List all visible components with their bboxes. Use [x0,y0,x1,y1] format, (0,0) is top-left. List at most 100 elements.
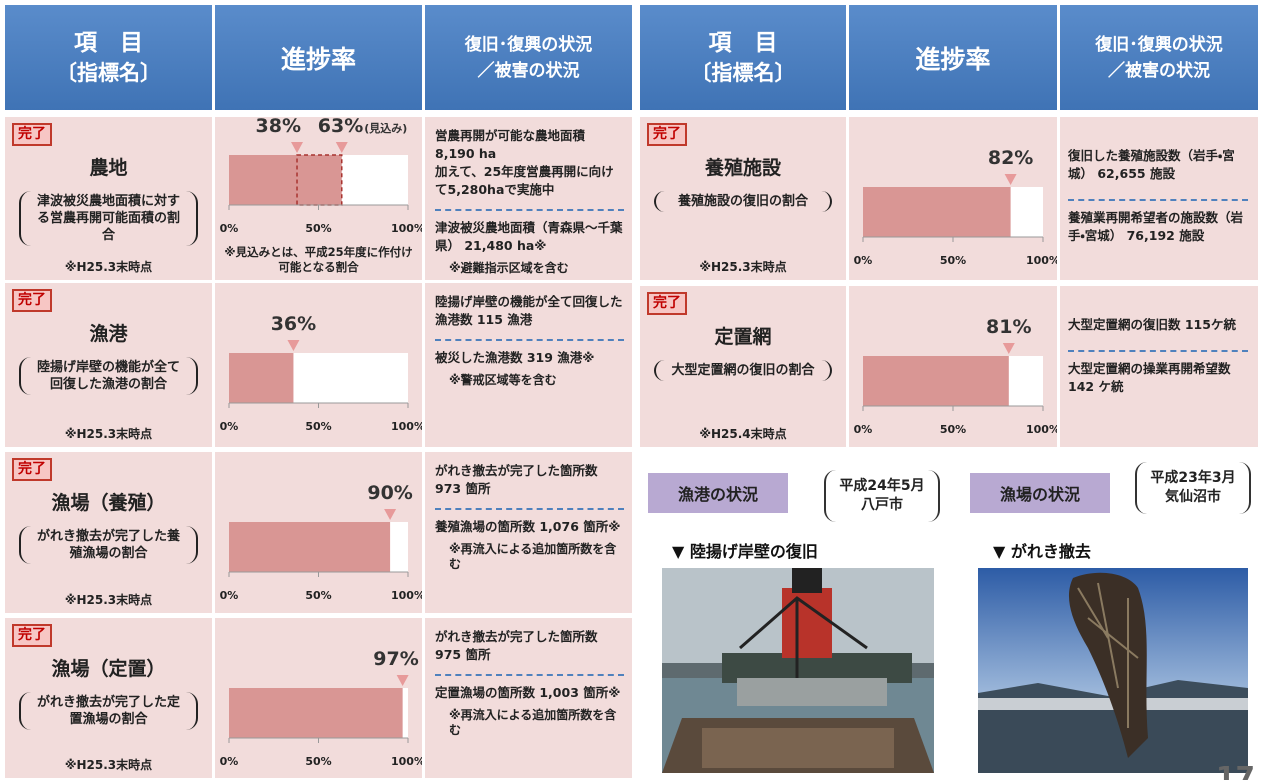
photo-platform-inner [702,728,894,768]
status-line: 営農再開が可能な農地面積 8,190 ha [435,128,586,161]
axis-tick-label: 50% [305,222,331,235]
status-badge: 完了 [12,289,52,312]
photo [662,568,934,773]
status-badge: 完了 [12,123,52,146]
header-cell: 進捗率 [849,5,1057,110]
header-cell: 進捗率 [215,5,422,110]
photo-crane-body [782,588,832,658]
axis-tick-label: 0% [854,254,873,267]
page-number: 17 [1216,760,1255,780]
header-status: 復旧･復興の状況 [464,34,593,55]
progress-chart: 82% 0% 50% 100% [854,147,1057,267]
item-description: 大型定置網の復旧の割合 [654,360,832,381]
progress-chart: 81% 0% 50% 100% [854,316,1057,436]
item-cell: 完了 定置網 大型定置網の復旧の割合 ※H25.4末時点 [640,286,846,447]
progress-bar [229,155,298,205]
axis-tick-label: 50% [940,423,966,436]
progress-marker [396,675,409,686]
photo-place: 八戸市 [861,497,903,513]
axis-tick-label: 0% [220,589,239,602]
progress-bar [863,187,1011,237]
status-cell: 営農再開が可能な農地面積 8,190 ha 加えて、25年度営農再開に向けて5,2… [425,117,632,280]
photo [978,568,1248,773]
progress-chart: 90% 0% 50% 100% [220,482,422,602]
status-divider [435,508,624,510]
status-cell: がれき撤去が完了した箇所数 973 箇所養殖漁場の箇所数 1,076 箇所※ ※再… [425,452,632,613]
axis-tick-label: 50% [305,420,331,433]
progress-label: 81% [986,316,1031,338]
status-divider [435,209,624,211]
photo-title-text: 漁港の状況 [677,485,758,504]
header-cell: 復旧･復興の状況 ／被害の状況 [425,5,632,110]
item-name: 漁場（養殖） [51,492,166,514]
status-cell: 大型定置網の復旧数 115ケ統 大型定置網の操業再開希望数 142 ケ統 [1060,286,1258,447]
photo-date-box: 平成24年5月 八戸市 [824,470,940,522]
item-name: 農地 [89,157,128,179]
progress-chart: 63%(見込み) 38% 0% 50% 100% [220,117,422,235]
status-cell: 陸揚げ岸壁の機能が全て回復した漁港数 115 漁港被災した漁港数 319 漁港※… [425,283,632,447]
damage-line: 養殖漁場の箇所数 1,076 箇所※ [435,519,621,534]
status-line: 陸揚げ岸壁の機能が全て回復した漁港数 115 漁港 [435,294,623,327]
progress-marker [287,340,300,351]
axis-tick-label: 100% [1026,423,1057,436]
progress-cell: 82% 0% 50% 100% [849,117,1057,280]
forecast-value: 63% [318,117,363,137]
header-status: 復旧･復興の状況 [1095,34,1223,55]
damage-line: 被災した漁港数 319 漁港※ [435,350,595,365]
progress-cell: 90% 0% 50% 100% [215,452,422,613]
forecast-suffix: (見込み) [364,122,407,135]
item-cell: 完了農地津波被災農地面積に対する営農再開可能面積の割合 ※H25.3末時点 [5,117,212,280]
photo-title: 漁港の状況 [648,473,788,513]
photo-water [978,710,1248,773]
axis-tick-label: 50% [305,589,331,602]
damage-line: 大型定置網の操業再開希望数 142 ケ統 [1068,361,1231,394]
forecast-label: 63%(見込み) [318,117,408,137]
header-cell: 項 目〔指標名〕 [640,5,846,110]
progress-bar [229,353,294,403]
status-cell: がれき撤去が完了した箇所数 975 箇所 定置漁場の箇所数 1,003 箇所※ ※再… [425,618,632,778]
progress-cell: 97% 0% 50% 100% [215,618,422,778]
header-item-sub: 〔指標名〕 [690,60,796,85]
damage-note: ※再流入による追加箇所数を含む [449,708,617,737]
damage-line: 津波被災農地面積（青森県～千葉県） 21,480 ha※ [435,220,623,253]
item-description: がれき撤去が完了した定置漁場の割合 [19,692,198,730]
status-divider [1068,199,1248,201]
item-description: 津波被災農地面積に対する営農再開可能面積の割合 [19,191,198,246]
progress-cell: 63%(見込み) 38% 0% 50% 100% ※見込みとは、平成25年度に作付け可能と… [215,117,422,280]
axis-tick-label: 0% [220,755,239,768]
item-description: がれき撤去が完了した養殖漁場の割合 [19,526,198,564]
progress-marker [1004,174,1017,185]
progress-cell: 81% 0% 50% 100% [849,286,1057,447]
status-divider [1068,350,1248,352]
status-badge: 完了 [647,123,687,146]
item-note: ※H25.3末時点 [64,260,153,274]
progress-marker [1002,343,1015,354]
axis-tick-label: 0% [220,222,239,235]
axis-tick-label: 50% [940,254,966,267]
item-note: ※H25.3末時点 [64,427,153,441]
header-progress: 進捗率 [915,44,991,74]
progress-label: 97% [373,648,418,670]
item-cell: 完了 漁場（定置） がれき撤去が完了した定置漁場の割合 ※H25.3末時点 [5,618,212,778]
photo-title: 漁場の状況 [970,473,1110,513]
forecast-marker [335,142,348,153]
item-note: ※H25.4末時点 [699,427,787,441]
status-divider [435,674,624,676]
item-name: 定置網 [714,326,772,348]
progress-bar [229,522,391,572]
status-line: 加えて、25年度営農再開に向けて5,280haで実施中 [435,164,614,197]
axis-tick-label: 100% [391,420,422,433]
progress-label: 36% [271,313,316,335]
item-note: ※H25.3末時点 [64,593,153,607]
status-divider [435,339,624,341]
progress-label: 82% [988,147,1033,169]
photo-frame [739,596,868,678]
photo-caption: ▼ 陸揚げ岸壁の復旧 [672,542,818,561]
photo-place: 気仙沼市 [1165,489,1221,505]
status-line: がれき撤去が完了した箇所数 973 箇所 [435,463,598,496]
item-cell: 完了 漁港 陸揚げ岸壁の機能が全て回復した漁港の割合 ※H25.3末時点 [5,283,212,447]
axis-tick-label: 100% [391,222,422,235]
progress-marker [291,142,304,153]
forecast-bar [296,154,343,206]
damage-note: ※再流入による追加箇所数を含む [449,542,617,571]
